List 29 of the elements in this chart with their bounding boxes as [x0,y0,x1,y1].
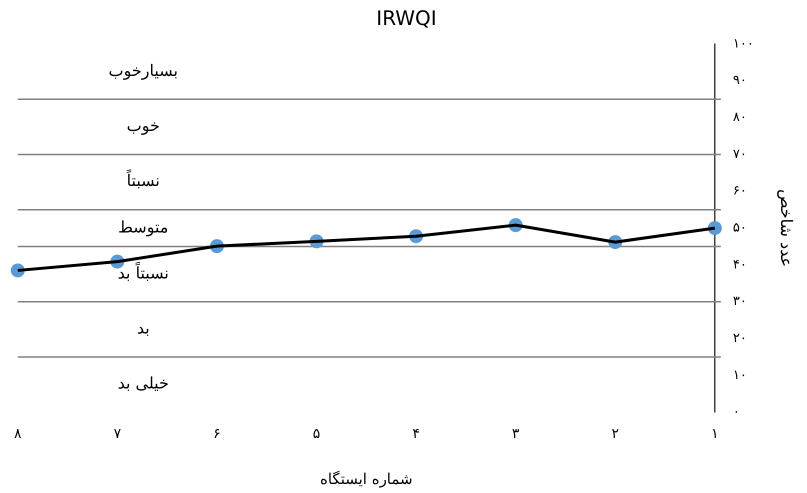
y-tick-label: ۱۰۰ [732,36,754,52]
annotation: نسبتاً [126,168,160,190]
annotation: خیلی بد [118,374,169,393]
annotation: متوسط [118,217,168,236]
chart-title: IRWQI [376,6,437,30]
x-tick-label: ۴ [412,426,420,442]
y-tick-label: ۵۰ [732,220,747,236]
y-tick-label: ۹۰ [732,73,747,88]
annotation: بسیارخوب [108,60,178,80]
y-tick-label: ۳۰ [732,294,747,310]
annotation: خوب [126,116,160,135]
x-tick-label: ۵ [312,426,320,442]
y-axis-title: عدد شاخص [777,189,796,268]
x-axis-title: شماره ایستگاه [320,470,413,488]
x-tick-label: ۱ [711,426,719,442]
y-tick-label: ۱۰ [732,368,747,383]
annotation: نسبتاً بد [118,260,169,282]
y-tick-label: ۶۰ [732,184,747,199]
y-tick-label: ۴۰ [732,257,747,272]
y-tick-label: ۲۰ [732,330,747,346]
y-tick-label: ۸۰ [732,110,747,126]
x-tick-label: ۳ [512,426,520,442]
y-tick-label: ۰ [732,404,740,420]
annotation: بد [136,318,150,338]
x-tick-label: ۲ [612,426,620,442]
x-tick-label: ۷ [114,426,122,442]
x-tick-label: ۶ [213,426,221,442]
x-tick-label: ۸ [14,426,22,442]
y-tick-label: ۷۰ [732,146,747,162]
